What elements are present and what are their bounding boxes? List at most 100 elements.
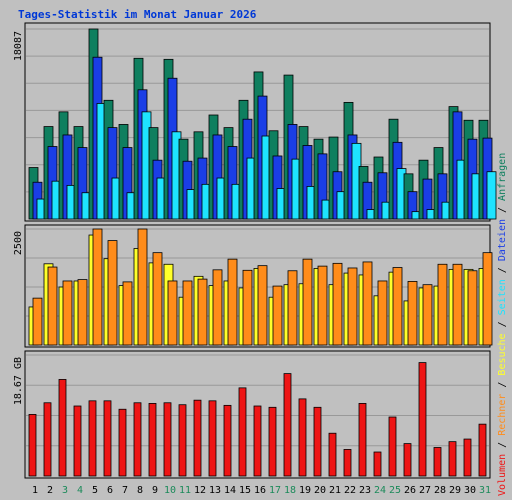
bar-rechner-day-18 [287, 270, 298, 346]
bar-rechner-day-16 [257, 265, 268, 346]
legend-separator: / [497, 201, 508, 219]
x-tick-label: 2 [47, 485, 53, 496]
bar-rechner-day-4 [77, 279, 88, 346]
bar-rechner-day-19 [302, 258, 313, 346]
bar-rechner-day-2 [47, 266, 58, 346]
bar-rechner-day-31 [482, 252, 493, 346]
legend-separator: / [497, 376, 508, 394]
x-tick-label: 23 [359, 485, 371, 496]
x-tick-label: 5 [92, 485, 98, 496]
x-tick-label: 29 [449, 485, 461, 496]
bar-rechner-day-6 [107, 240, 118, 346]
bar-rechner-day-13 [212, 269, 223, 346]
bar-volumen-day-13 [208, 400, 217, 477]
x-tick-label: 14 [224, 485, 236, 496]
x-tick-label: 17 [269, 485, 281, 496]
bar-volumen-day-5 [88, 400, 97, 477]
bar-rechner-day-15 [242, 269, 253, 346]
bar-volumen-day-20 [313, 406, 322, 477]
legend-item-seiten: Seiten [497, 279, 508, 315]
bar-volumen-day-3 [58, 379, 67, 477]
x-tick-label: 22 [344, 485, 356, 496]
bar-volumen-day-23 [358, 403, 367, 477]
x-tick-label: 10 [164, 485, 176, 496]
bar-rechner-day-30 [467, 270, 478, 346]
bar-volumen-day-12 [193, 399, 202, 477]
bar-volumen-day-30 [463, 438, 472, 477]
bar-volumen-day-19 [298, 398, 307, 477]
bar-volumen-day-22 [343, 449, 352, 477]
legend-item-rechner: Rechner [497, 394, 508, 436]
x-tick-label: 13 [209, 485, 221, 496]
bar-volumen-day-2 [43, 402, 52, 477]
x-tick-label: 21 [329, 485, 341, 496]
x-tick-label: 20 [314, 485, 326, 496]
x-tick-label: 9 [152, 485, 158, 496]
bar-rechner-day-12 [197, 278, 208, 346]
x-tick-label: 11 [179, 485, 191, 496]
bar-rechner-day-22 [347, 267, 358, 346]
bar-volumen-day-18 [283, 373, 292, 477]
bar-volumen-day-25 [388, 416, 397, 477]
bar-rechner-day-11 [182, 280, 193, 346]
bar-volumen-day-15 [238, 387, 247, 477]
legend-item-volumen: Volumen [497, 454, 508, 496]
legend-item-anfragen: Anfragen [497, 153, 508, 201]
bar-volumen-day-21 [328, 432, 337, 477]
y-max-label: 2500 [13, 231, 24, 255]
legend-separator: / [497, 315, 508, 333]
x-tick-label: 1 [32, 485, 38, 496]
x-tick-label: 27 [419, 485, 431, 496]
bar-volumen-day-14 [223, 404, 232, 477]
bar-volumen-day-6 [103, 400, 112, 477]
bar-rechner-day-28 [437, 263, 448, 346]
bar-volumen-day-26 [403, 443, 412, 477]
x-tick-label: 30 [464, 485, 476, 496]
x-tick-label: 25 [389, 485, 401, 496]
bar-volumen-day-29 [448, 441, 457, 477]
bar-rechner-day-26 [407, 281, 418, 346]
legend: Volumen / Rechner / Besuche / Seiten / D… [497, 153, 508, 496]
bar-rechner-day-8 [137, 228, 148, 346]
bar-volumen-day-24 [373, 451, 382, 477]
bar-volumen-day-8 [133, 402, 142, 477]
legend-item-besuche: Besuche [497, 333, 508, 375]
x-tick-label: 15 [239, 485, 251, 496]
x-tick-label: 4 [77, 485, 83, 496]
bar-volumen-day-1 [28, 414, 37, 477]
bar-volumen-day-31 [478, 423, 487, 477]
bar-volumen-day-7 [118, 408, 127, 477]
bar-rechner-day-7 [122, 281, 133, 346]
bar-volumen-day-17 [268, 406, 277, 477]
bar-volumen-day-11 [178, 404, 187, 477]
x-tick-label: 24 [374, 485, 386, 496]
x-tick-label: 7 [122, 485, 128, 496]
bar-rechner-day-25 [392, 267, 403, 346]
bar-volumen-day-9 [148, 403, 157, 477]
bar-rechner-day-9 [152, 252, 163, 346]
x-tick-label: 28 [434, 485, 446, 496]
y-max-label: 18087 [13, 31, 24, 61]
bar-volumen-day-10 [163, 402, 172, 477]
bar-volumen-day-27 [418, 362, 427, 477]
bar-rechner-day-27 [422, 284, 433, 346]
x-tick-label: 19 [299, 485, 311, 496]
bar-rechner-day-24 [377, 280, 388, 346]
x-tick-label: 26 [404, 485, 416, 496]
y-max-label: 18.67 GB [13, 357, 24, 405]
bar-rechner-day-29 [452, 263, 463, 346]
bar-volumen-day-28 [433, 447, 442, 477]
bar-volumen-day-4 [73, 405, 82, 477]
bar-rechner-day-20 [317, 265, 328, 346]
bar-rechner-day-1 [32, 297, 43, 346]
bar-rechner-day-5 [92, 228, 103, 346]
x-tick-label: 31 [479, 485, 491, 496]
legend-item-dateien: Dateien [497, 219, 508, 261]
bar-rechner-day-23 [362, 261, 373, 346]
x-tick-label: 12 [194, 485, 206, 496]
x-tick-label: 3 [62, 485, 68, 496]
bar-rechner-day-10 [167, 280, 178, 346]
x-tick-label: 6 [107, 485, 113, 496]
page-title: Tages-Statistik im Monat Januar 2026 [18, 8, 257, 21]
